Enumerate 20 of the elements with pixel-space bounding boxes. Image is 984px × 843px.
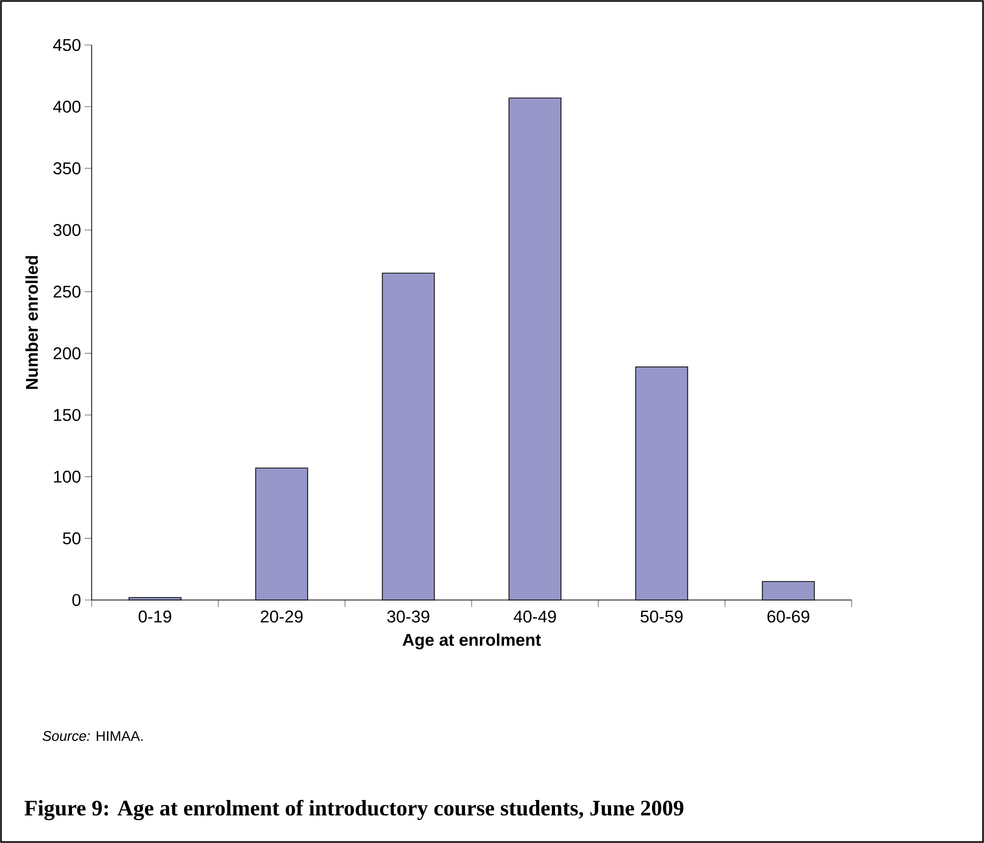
x-tick-label: 20-29 bbox=[260, 610, 303, 623]
x-axis-title: Age at enrolment bbox=[402, 633, 541, 650]
y-tick-label: 300 bbox=[53, 224, 80, 236]
y-tick-label: 50 bbox=[62, 532, 80, 544]
y-tick-label: 150 bbox=[54, 408, 80, 422]
y-tick-label: 0 bbox=[72, 594, 80, 606]
y-axis-title: Number enrolled bbox=[25, 256, 38, 389]
x-tick-label: 30-39 bbox=[387, 610, 430, 623]
x-tick-label: 60-69 bbox=[767, 610, 810, 623]
y-tick-label: 200 bbox=[54, 347, 80, 360]
text: Figure 9: Age at enrolment of introductory course students, June 2009 bbox=[24, 800, 684, 820]
y-tick-label: 100 bbox=[54, 470, 80, 483]
x-tick-label: 0-19 bbox=[138, 610, 172, 623]
y-tick-label: 350 bbox=[53, 162, 80, 174]
x-tick-label: 50-59 bbox=[640, 610, 683, 623]
y-tick-label: 250 bbox=[54, 286, 80, 298]
text: Source: HIMAA. bbox=[42, 731, 143, 741]
y-tick-label: 400 bbox=[53, 100, 80, 113]
y-tick-label: 450 bbox=[53, 38, 80, 52]
x-tick-label: 40-49 bbox=[514, 610, 556, 623]
